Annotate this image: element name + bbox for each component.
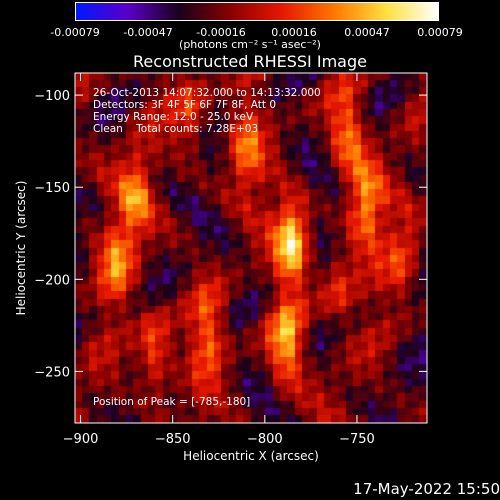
chart-title: Reconstructed RHESSI Image — [133, 52, 367, 71]
x-tick-label: −750 — [339, 432, 375, 447]
footer-date: 17-May-2022 15:50 — [353, 480, 500, 498]
detectors-annotation: Detectors: 3F 4F 5F 6F 7F 8F, Att 0 — [93, 99, 277, 111]
heatmap-image — [75, 73, 427, 423]
x-tick-label: −800 — [247, 432, 283, 447]
y-tick-label: −200 — [34, 273, 70, 288]
y-tick-label: −150 — [34, 181, 70, 196]
peak-annotation: Position of Peak = [-785,-180] — [93, 396, 251, 408]
x-tick-label: −900 — [63, 432, 99, 447]
plot-frame — [74, 72, 428, 424]
time-range-annotation: 26-Oct-2013 14:07:32.000 to 14:13:32.000 — [93, 87, 321, 99]
colorbar-tick-label: -0.00016 — [196, 26, 245, 39]
colorbar-units: (photons cm⁻² s⁻¹ asec⁻²) — [179, 38, 321, 51]
colorbar-ticks: -0.00079 -0.00047 -0.00016 0.00016 0.000… — [50, 26, 463, 39]
y-axis-label: Heliocentric Y (arcsec) — [14, 181, 28, 316]
x-axis-label: Heliocentric X (arcsec) — [183, 449, 319, 463]
x-tick-label: −850 — [155, 432, 191, 447]
y-tick-label: −250 — [34, 365, 70, 380]
colorbar-tick-label: 0.00079 — [417, 26, 463, 39]
colorbar-tick-label: -0.00047 — [123, 26, 172, 39]
colorbar-tick-label: -0.00079 — [50, 26, 99, 39]
energy-annotation: Energy Range: 12.0 - 25.0 keV — [93, 111, 254, 123]
y-tick-label: −100 — [34, 89, 70, 104]
colorbar-tick-label: 0.00047 — [344, 26, 390, 39]
colorbar — [75, 2, 439, 21]
colorbar-tick-label: 0.00016 — [271, 26, 317, 39]
clean-annotation: Clean Total counts: 7.28E+03 — [93, 123, 259, 135]
